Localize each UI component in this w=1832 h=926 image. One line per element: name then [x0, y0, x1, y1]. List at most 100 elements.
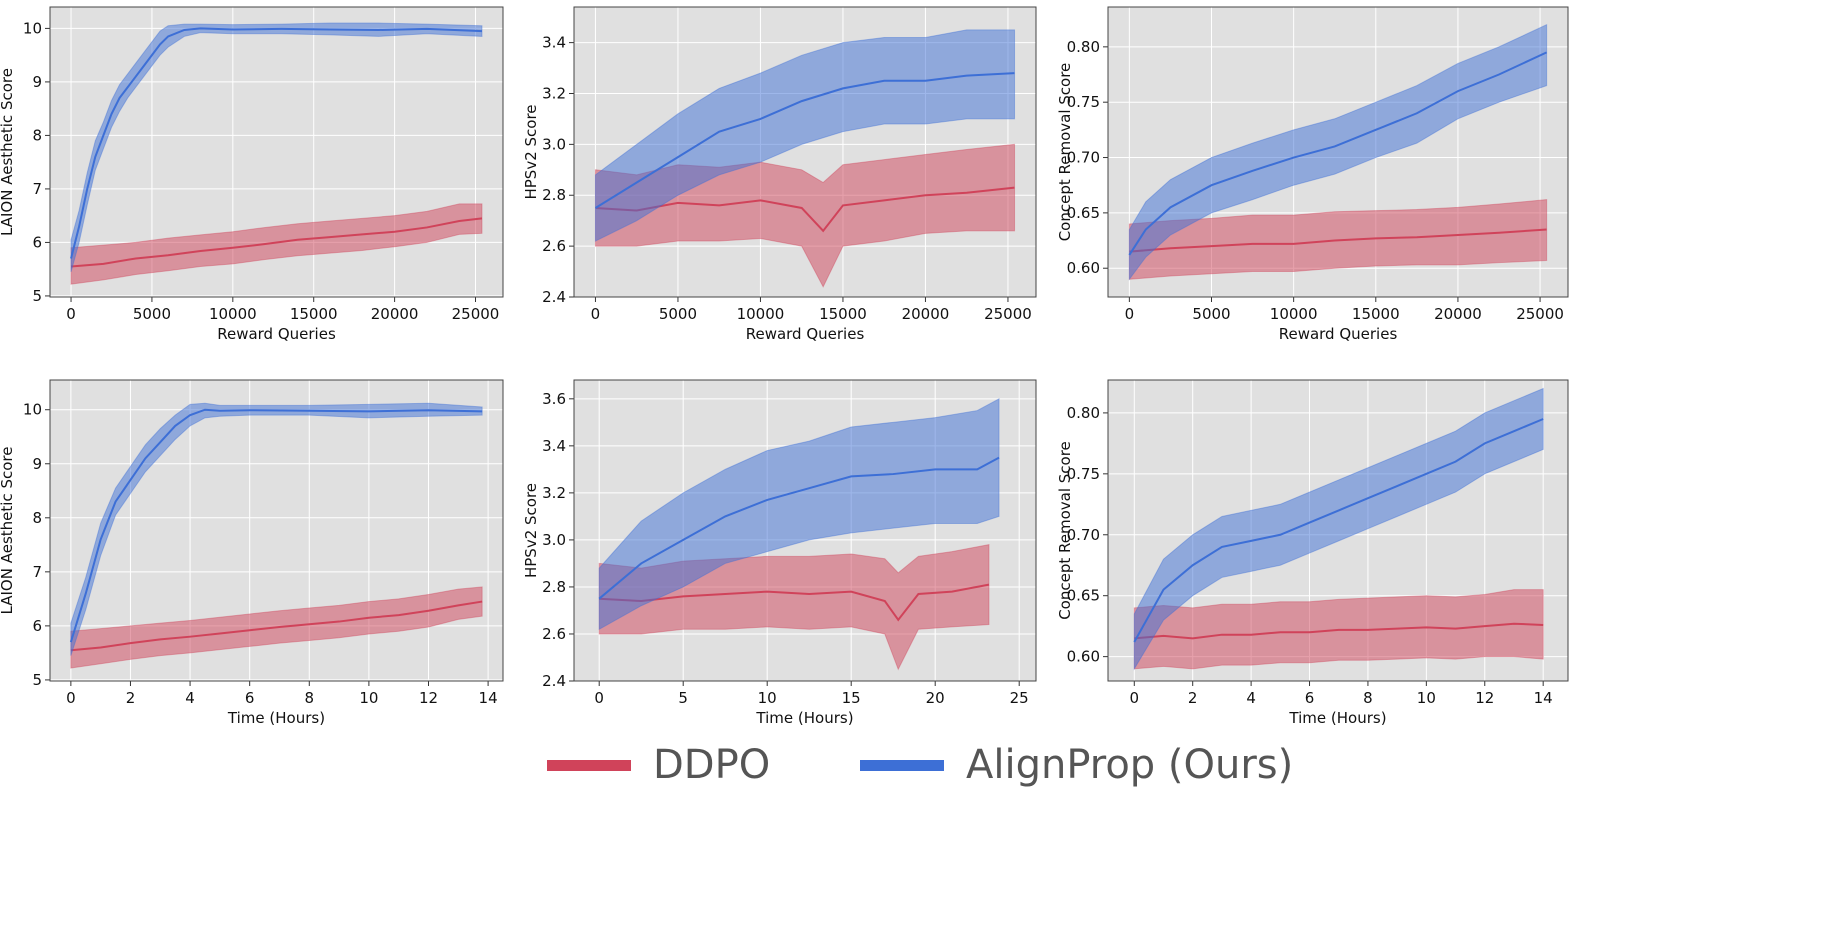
legend-label-ddpo: DDPO — [653, 742, 771, 788]
x-axis-label: Time (Hours) — [227, 709, 325, 727]
plot-area — [598, 397, 1000, 671]
y-tick-label: 0.70 — [1067, 149, 1100, 167]
plot-area — [594, 29, 1016, 288]
legend: DDPO AlignProp (Ours) — [0, 735, 1832, 795]
line-ddpo — [70, 600, 483, 652]
x-tick-label: 2 — [1188, 689, 1198, 707]
y-tick-label: 9 — [32, 455, 42, 473]
y-axis-label: HPSv2 Score — [522, 483, 540, 578]
x-tick-label: 0 — [66, 689, 76, 707]
band-alignprop — [598, 397, 1000, 631]
subplot-3: 0 5000 10000 15000 20000 25000 0.60 0.65 0.70 0.7… — [1056, 6, 1569, 343]
x-axis-label: Reward Queries — [217, 325, 336, 343]
y-tick-label: 0.60 — [1067, 259, 1100, 277]
x-tick-label: 25 — [1010, 689, 1029, 707]
x-tick-label: 10000 — [1270, 305, 1318, 323]
band-alignprop — [70, 22, 483, 272]
x-tick-label: 20000 — [371, 305, 419, 323]
x-tick-label: 15 — [842, 689, 861, 707]
plot-area — [70, 22, 483, 285]
x-axis-label: Time (Hours) — [1288, 709, 1386, 727]
y-tick-label: 0.65 — [1067, 587, 1100, 605]
x-tick-label: 6 — [1305, 689, 1315, 707]
y-axis-label: LAION Aesthetic Score — [0, 68, 16, 236]
y-tick-label: 6 — [32, 233, 42, 251]
axes-frame — [1107, 379, 1569, 682]
legend-swatch-ddpo — [547, 759, 631, 771]
x-tick-label: 0 — [1125, 305, 1135, 323]
y-tick-label: 2.8 — [542, 578, 566, 596]
x-tick-label: 8 — [305, 689, 315, 707]
y-tick-label: 3.2 — [542, 484, 566, 502]
x-tick-label: 14 — [479, 689, 498, 707]
line-alignprop — [70, 27, 483, 259]
line-alignprop — [1128, 51, 1548, 256]
x-tick-label: 5000 — [659, 305, 697, 323]
x-tick-label: 4 — [1246, 689, 1256, 707]
line-ddpo — [599, 583, 990, 622]
subplot-2: 0 5000 10000 15000 20000 25000 2.4 2.6 2.8 3.0 3.2… — [522, 6, 1037, 343]
y-tick-label: 0.80 — [1067, 404, 1100, 422]
band-alignprop — [594, 29, 1016, 242]
plot-area — [1133, 387, 1544, 671]
line-ddpo — [1134, 622, 1544, 640]
band-alignprop — [70, 402, 483, 656]
x-tick-label: 5 — [678, 689, 688, 707]
x-tick-label: 10000 — [737, 305, 785, 323]
y-tick-label: 7 — [32, 180, 42, 198]
legend-label-alignprop: AlignProp (Ours) — [966, 742, 1294, 788]
x-tick-label: 2 — [126, 689, 136, 707]
x-tick-label: 8 — [1363, 689, 1373, 707]
y-tick-label: 3.2 — [542, 84, 566, 102]
x-tick-label: 25000 — [984, 305, 1032, 323]
x-axis-label: Reward Queries — [1279, 325, 1398, 343]
y-tick-label: 2.6 — [542, 237, 566, 255]
line-alignprop — [598, 456, 1000, 600]
line-alignprop — [69, 408, 483, 643]
y-tick-label: 10 — [23, 19, 42, 37]
y-tick-label: 3.6 — [542, 390, 566, 408]
plot-area — [1128, 23, 1548, 281]
x-tick-label: 20000 — [1434, 305, 1482, 323]
axes-frame — [1107, 6, 1569, 298]
x-tick-label: 4 — [185, 689, 195, 707]
plot-area — [69, 402, 483, 669]
y-tick-label: 3.0 — [542, 135, 566, 153]
line-ddpo — [70, 217, 483, 268]
y-axis-label: Concept Removal Score — [1056, 441, 1074, 620]
line-alignprop — [1133, 418, 1544, 643]
legend-item-ddpo: DDPO — [547, 735, 770, 795]
x-tick-label: 12 — [1475, 689, 1494, 707]
y-tick-label: 6 — [32, 617, 42, 635]
x-tick-label: 14 — [1534, 689, 1553, 707]
y-tick-label: 0.60 — [1067, 648, 1100, 666]
subplot-1: 0 5000 10000 15000 20000 25000 5 6 7 8 9 10 Reward Q… — [0, 6, 504, 343]
y-axis-label: Concept Removal Score — [1056, 63, 1074, 242]
axes-frame — [573, 6, 1037, 298]
y-tick-label: 0.70 — [1067, 526, 1100, 544]
legend-item-alignprop: AlignProp (Ours) — [860, 735, 1293, 795]
subplot-6: 0 2 4 6 8 10 12 14 0.60 0.65 0.70 0.75 0.80 Time (Hou… — [1056, 379, 1569, 727]
y-axis-label: HPSv2 Score — [522, 104, 540, 199]
y-tick-label: 8 — [32, 509, 42, 527]
axes-frame — [49, 6, 504, 298]
line-ddpo — [595, 186, 1015, 233]
x-tick-label: 6 — [245, 689, 255, 707]
x-tick-label: 10 — [1417, 689, 1436, 707]
y-tick-label: 3.0 — [542, 531, 566, 549]
x-tick-label: 10000 — [209, 305, 257, 323]
x-tick-label: 0 — [1130, 689, 1140, 707]
x-axis-label: Reward Queries — [746, 325, 865, 343]
x-tick-label: 25000 — [452, 305, 500, 323]
y-tick-label: 8 — [32, 126, 42, 144]
y-tick-label: 2.6 — [542, 625, 566, 643]
x-tick-label: 20 — [926, 689, 945, 707]
x-tick-label: 0 — [66, 305, 76, 323]
x-tick-label: 12 — [419, 689, 438, 707]
y-tick-label: 10 — [23, 401, 42, 419]
x-tick-label: 15000 — [819, 305, 867, 323]
y-tick-label: 9 — [32, 73, 42, 91]
x-tick-label: 15000 — [1352, 305, 1400, 323]
subplot-4: 0 2 4 6 8 10 12 14 5 6 7 8 9 10 Time (Hours) LAION Aest… — [0, 379, 504, 727]
band-alignprop — [1133, 387, 1544, 671]
